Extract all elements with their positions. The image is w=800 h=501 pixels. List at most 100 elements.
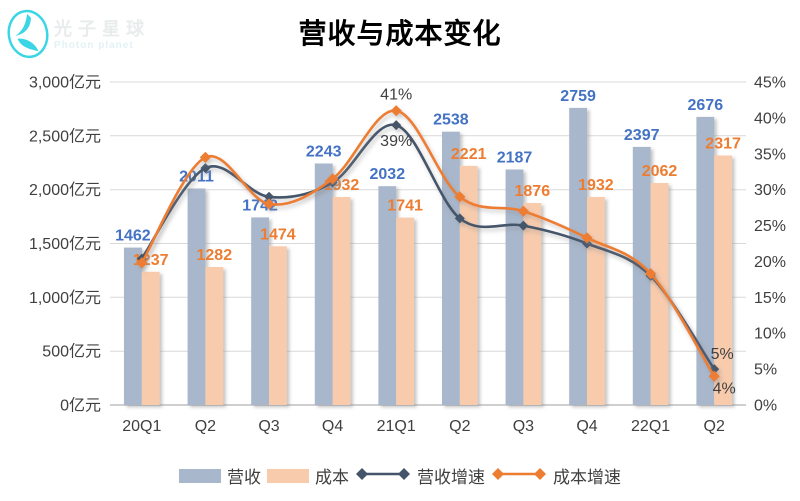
line-marker-icon xyxy=(582,238,592,249)
watermark-brand-en: Photon planet xyxy=(54,39,134,51)
line-marker-icon xyxy=(264,191,274,202)
line-marker-icon xyxy=(454,213,465,224)
bar-revenue-Q3 xyxy=(505,169,524,405)
bar-value-label: 2243 xyxy=(306,144,342,161)
x-axis-label: Q3 xyxy=(513,418,534,435)
x-axis-label: Q4 xyxy=(322,418,343,435)
bar-value-label: 1282 xyxy=(197,247,233,264)
right-axis-tick: 10% xyxy=(754,326,786,343)
x-axis-label: 21Q1 xyxy=(377,418,416,435)
revenue-growth-line-swatch-icon xyxy=(355,466,411,486)
bar-revenue-Q2 xyxy=(442,131,460,405)
bar-value-label: 2538 xyxy=(433,112,469,129)
left-axis-tick: 1,000亿元 xyxy=(29,289,101,307)
bar-cost-Q4 xyxy=(587,197,605,405)
bar-revenue-Q2 xyxy=(696,116,715,406)
bar-value-label: 1932 xyxy=(578,177,614,194)
left-axis-tick: 0亿元 xyxy=(60,397,101,415)
chart-legend: 营收 成本 营收增速 成本增速 xyxy=(0,463,800,488)
bar-value-label: 2397 xyxy=(624,127,660,144)
bar-value-label: 2062 xyxy=(642,163,678,180)
photon-planet-logo-icon xyxy=(5,5,51,66)
line-marker-icon xyxy=(263,198,275,210)
bar-value-label: 1876 xyxy=(515,183,551,200)
right-axis-tick: 0% xyxy=(754,398,777,415)
right-axis-tick: 30% xyxy=(754,182,786,199)
line-marker-icon xyxy=(581,232,593,244)
x-axis-label: 20Q1 xyxy=(122,418,161,435)
line-marker-icon xyxy=(199,151,211,163)
bar-revenue-20Q1 xyxy=(124,247,142,405)
bar-value-label: 2317 xyxy=(705,136,741,153)
growth-point-label: 39% xyxy=(380,133,412,150)
line-cost-growth xyxy=(136,105,720,382)
right-axis-tick: 25% xyxy=(754,218,786,235)
legend-item-cost-growth: 成本增速 xyxy=(491,463,621,488)
left-axis-tick: 3,000亿元 xyxy=(29,74,101,92)
x-axis-label: Q2 xyxy=(195,418,216,435)
growth-point-label: 4% xyxy=(713,380,736,397)
line-marker-icon xyxy=(708,370,720,382)
line-marker-icon xyxy=(327,173,339,185)
left-axis-tick: 500亿元 xyxy=(42,343,101,361)
bar-cost-Q3 xyxy=(523,203,542,405)
chart-title: 营收与成本变化 xyxy=(298,18,502,49)
legend-label-revenue: 营收 xyxy=(227,468,261,487)
legend-label-cost-growth: 成本增速 xyxy=(553,468,621,487)
bar-revenue-22Q1 xyxy=(632,146,651,405)
line-marker-icon xyxy=(390,105,402,117)
line-marker-icon xyxy=(517,205,529,217)
legend-item-revenue-growth: 营收增速 xyxy=(355,463,485,488)
bar-cost-Q2 xyxy=(205,267,224,405)
bar-cost-22Q1 xyxy=(650,183,669,405)
bar-value-label: 2759 xyxy=(560,88,596,105)
line-marker-icon xyxy=(518,220,529,231)
bar-revenue-Q3 xyxy=(251,217,269,405)
line-marker-icon xyxy=(136,257,148,269)
left-axis-tick: 1,500亿元 xyxy=(29,235,101,253)
line-marker-icon xyxy=(391,120,402,131)
right-axis-tick: 5% xyxy=(754,362,777,379)
bar-cost-Q4 xyxy=(332,197,351,405)
bar-cost-Q3 xyxy=(269,246,287,405)
watermark: 光子星球 Photon planet xyxy=(5,5,150,66)
x-axis-label: Q3 xyxy=(258,418,279,435)
bar-value-label: 2187 xyxy=(497,150,533,167)
left-axis-tick: 2,000亿元 xyxy=(29,181,101,199)
legend-item-cost: 成本 xyxy=(267,463,349,488)
bar-cost-20Q1 xyxy=(141,271,160,405)
x-axis-label: Q2 xyxy=(449,418,470,435)
bar-value-label: 1462 xyxy=(115,228,151,245)
bar-revenue-21Q1 xyxy=(378,186,397,405)
bar-revenue-Q4 xyxy=(569,107,587,406)
right-axis-tick: 40% xyxy=(754,110,786,127)
watermark-brand: 光子星球 xyxy=(54,19,150,40)
cost-bar-swatch-icon xyxy=(267,468,309,483)
x-axis-label: Q2 xyxy=(704,418,725,435)
right-axis-tick: 45% xyxy=(754,75,786,92)
bar-revenue-Q2 xyxy=(187,188,206,405)
right-axis-tick: 20% xyxy=(754,254,786,271)
growth-point-label: 5% xyxy=(711,346,734,363)
line-marker-icon xyxy=(645,268,657,280)
legend-item-revenue: 营收 xyxy=(179,463,261,488)
right-axis-tick: 15% xyxy=(754,290,786,307)
left-axis-tick: 2,500亿元 xyxy=(29,127,101,145)
legend-label-cost: 成本 xyxy=(315,468,349,487)
cost-growth-line-swatch-icon xyxy=(491,466,547,486)
bar-value-label: 1237 xyxy=(133,252,169,269)
bar-cost-21Q1 xyxy=(396,217,414,405)
right-axis-tick: 35% xyxy=(754,146,786,163)
line-marker-icon xyxy=(200,163,211,174)
bar-value-label: 1741 xyxy=(387,198,423,215)
bars-group xyxy=(124,107,732,406)
x-axis-label: 22Q1 xyxy=(631,418,670,435)
x-axis-label: Q4 xyxy=(576,418,597,435)
bar-value-label: 1474 xyxy=(260,226,296,243)
line-marker-icon xyxy=(454,191,466,203)
bar-cost-Q2 xyxy=(714,155,732,405)
bar-value-label: 2032 xyxy=(370,166,406,183)
growth-point-label: 41% xyxy=(380,87,412,104)
